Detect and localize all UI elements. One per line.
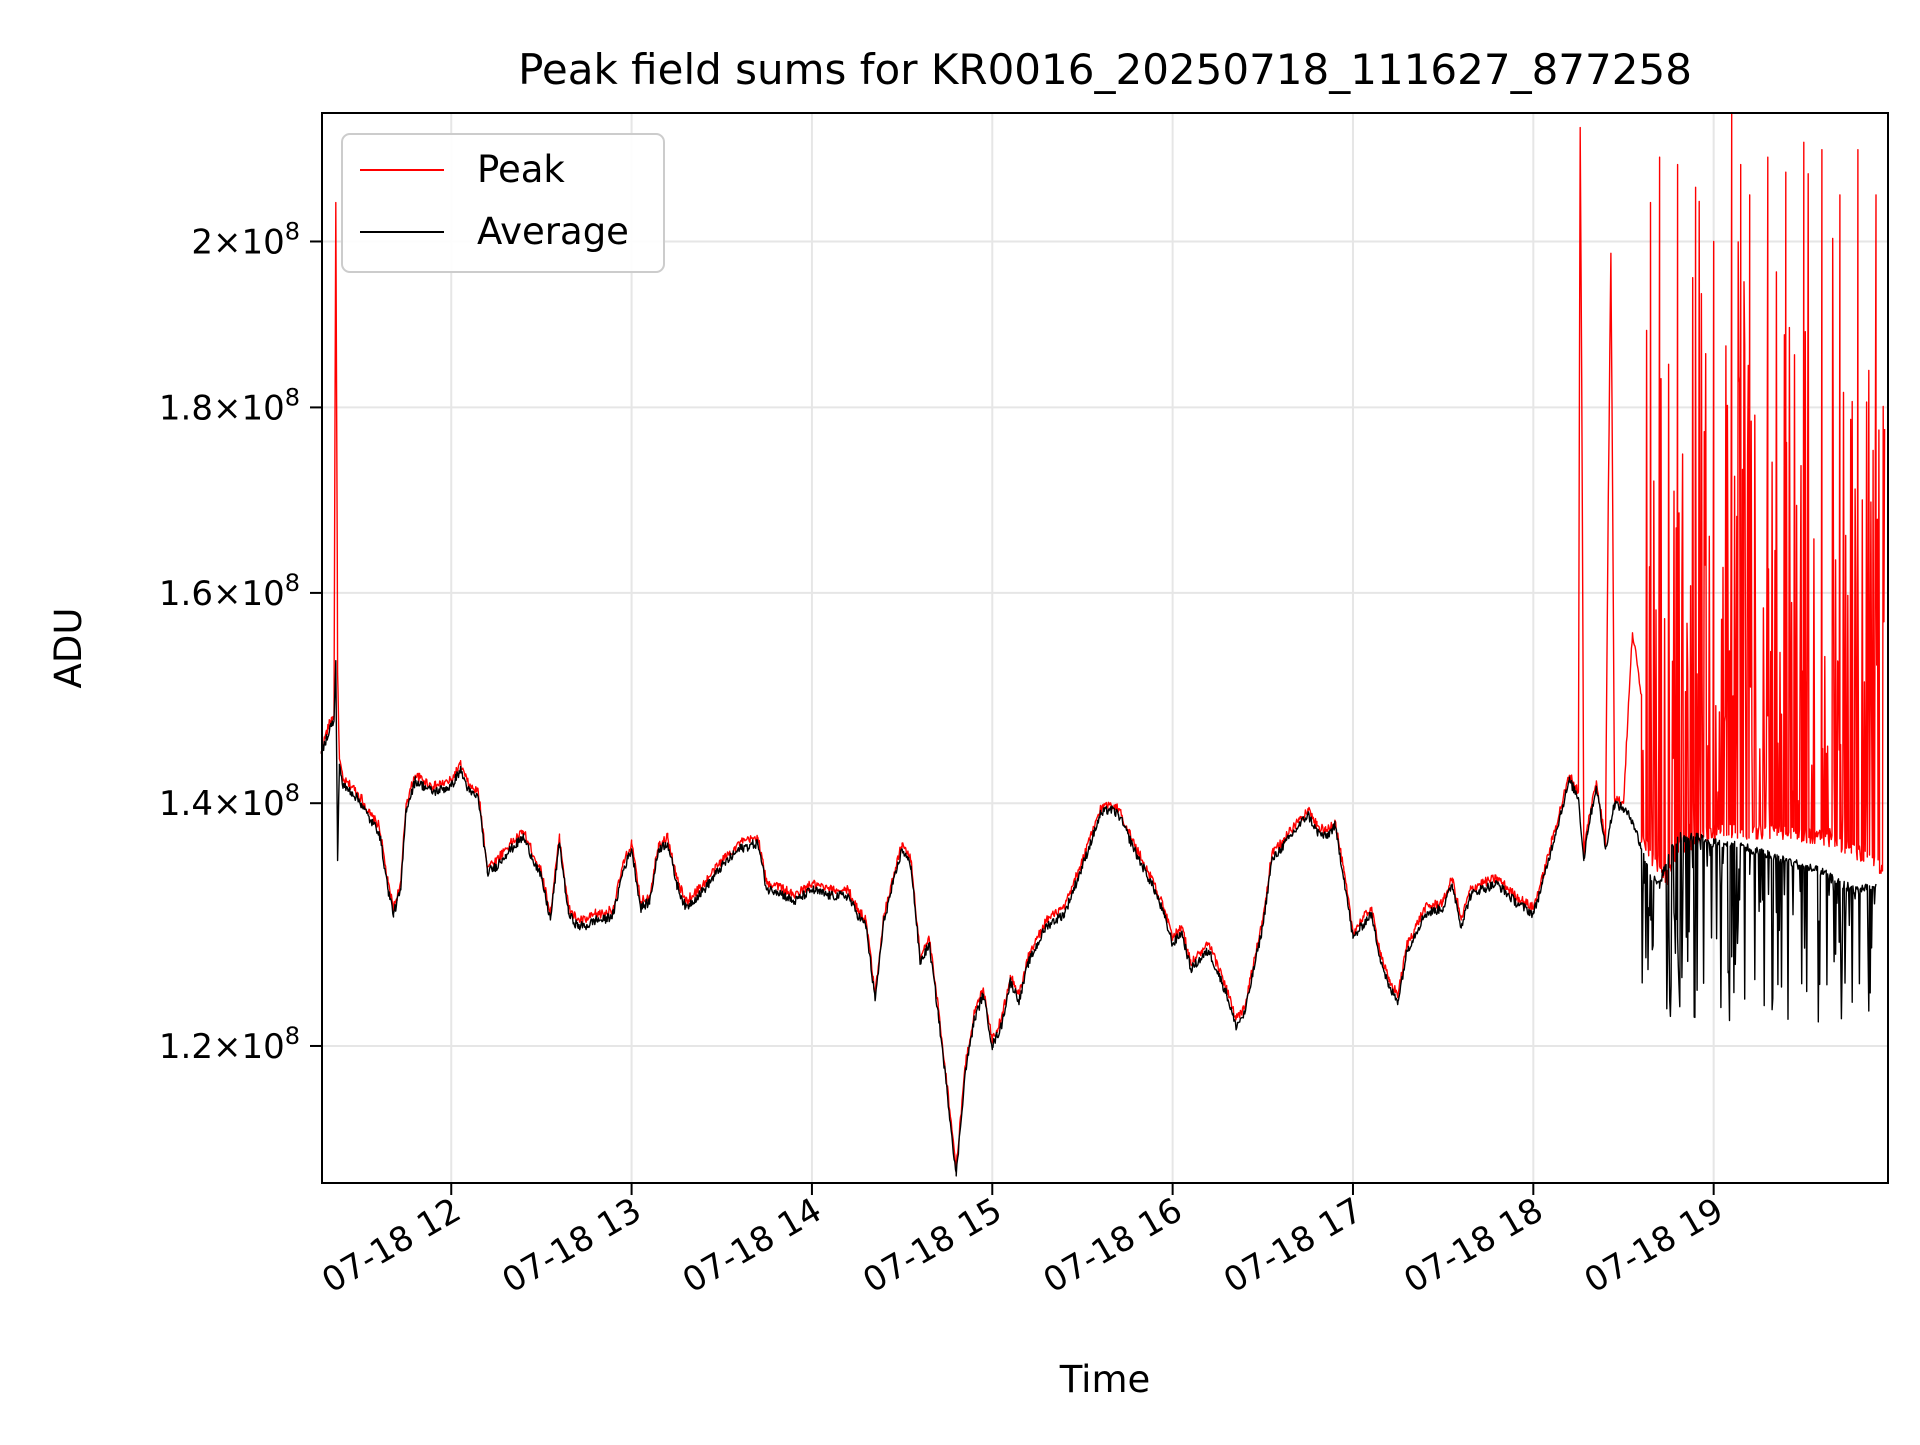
legend-label-average: Average xyxy=(477,210,629,253)
y-axis-ticks: 1.2×108 1.4×108 1.6×108 1.8×108 2×108 xyxy=(159,217,322,1067)
y-tick-label: 1.8×108 xyxy=(159,383,300,428)
x-axis-label: Time xyxy=(1059,1358,1151,1401)
legend: Peak Average xyxy=(341,133,665,273)
legend-label-peak: Peak xyxy=(477,148,565,191)
y-axis-label: ADU xyxy=(47,608,90,689)
plot-frame xyxy=(321,112,1889,1184)
y-tick-label: 1.2×108 xyxy=(159,1022,300,1067)
plot-series xyxy=(320,112,1886,1177)
series-line-average xyxy=(320,660,1877,1177)
chart-title: Peak field sums for KR0016_20250718_1116… xyxy=(518,45,1692,94)
y-tick-label: 2×108 xyxy=(191,217,300,262)
y-tick-label: 1.6×108 xyxy=(159,569,300,614)
legend-box xyxy=(341,133,665,273)
y-tick-label: 1.4×108 xyxy=(159,779,300,824)
series-line-peak xyxy=(320,112,1886,1174)
